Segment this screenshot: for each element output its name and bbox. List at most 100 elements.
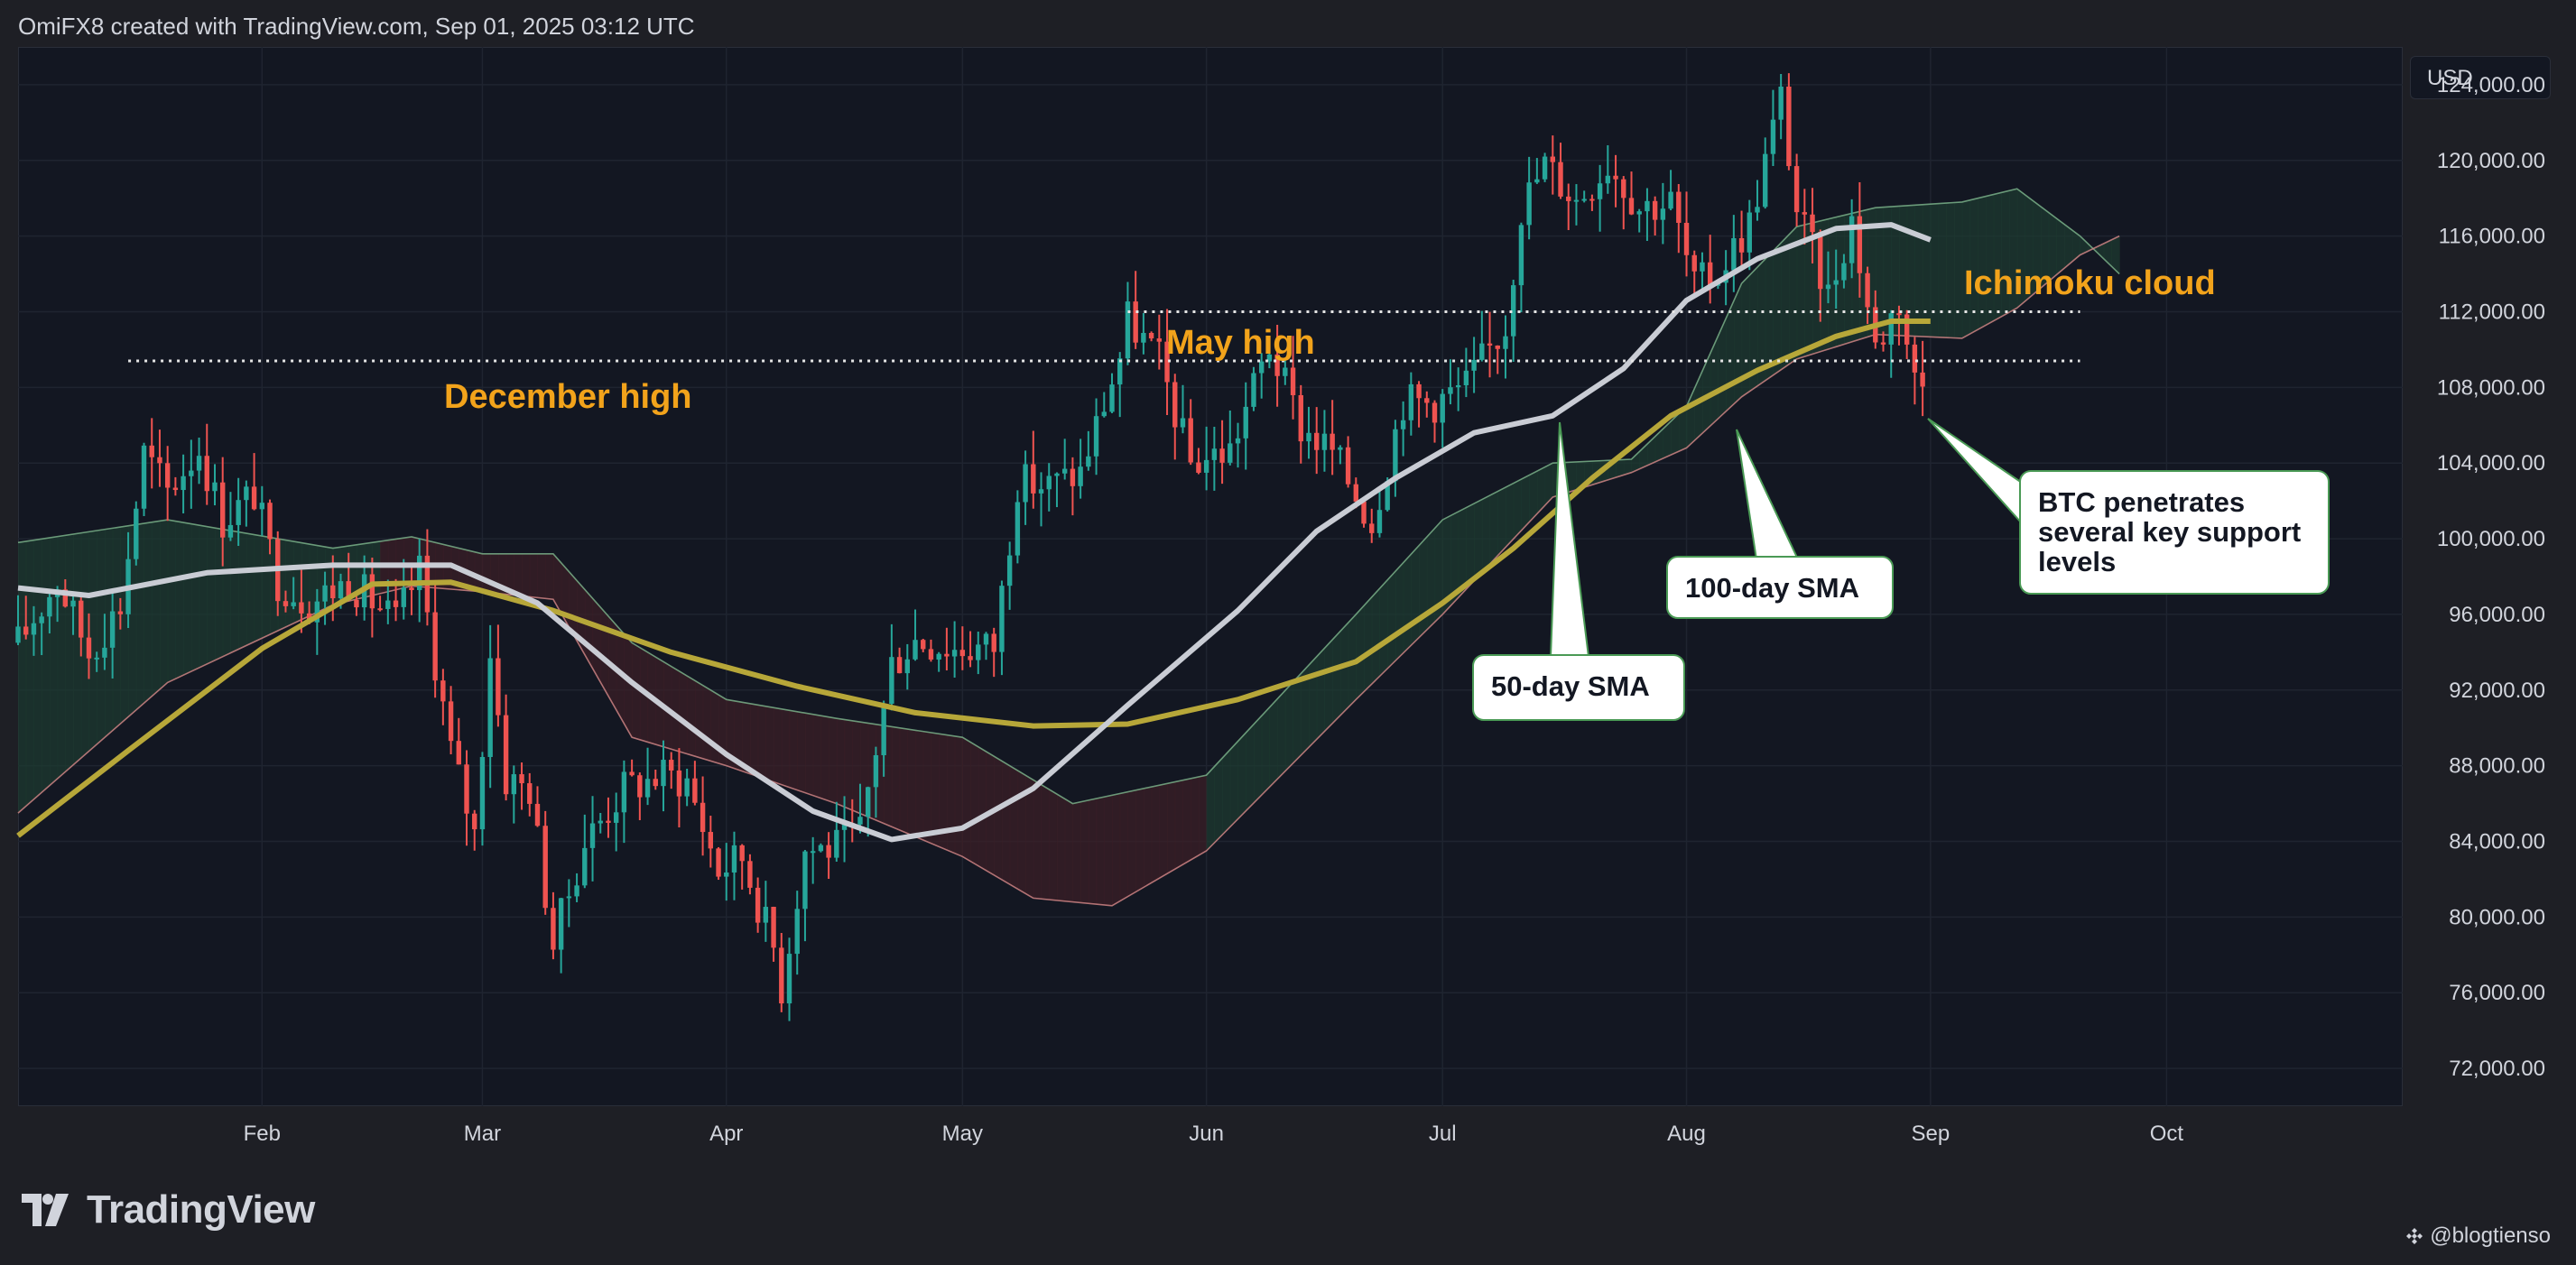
candle-body [1880,342,1886,345]
y-tick-label: 76,000.00 [2449,981,2545,1005]
callout-pointer [1736,429,1800,560]
cloud-segment [765,706,774,782]
candle-body [1700,262,1705,272]
candle-body [739,845,745,862]
candle-body [511,774,517,795]
price-axis[interactable] [2403,47,2562,1106]
cloud-segment [301,542,310,620]
cloud-segment [1301,665,1310,756]
candle-body [1652,200,1658,220]
cloud-segment [18,540,27,814]
cloud-segment [159,520,169,690]
cloud-segment [230,531,239,653]
callout-fill [1475,657,1682,718]
candle-body [440,680,446,702]
candle-body [1786,86,1792,167]
cloud-segment [734,700,743,771]
callout-text: 100-day SMA [1685,572,1859,604]
cloud-segment [561,562,570,627]
cloud-segment [1364,596,1373,692]
brand-name: TradingView [87,1187,315,1232]
y-tick-label: 92,000.00 [2449,679,2545,703]
candle-body [810,851,816,854]
brand[interactable]: TradingView [20,1187,315,1233]
cloud-segment [1293,673,1302,763]
candle-body [1455,384,1461,388]
cloud-segment [190,523,200,672]
cloud-segment [742,702,751,774]
candle-body [818,845,824,852]
cloud-segment [946,734,956,854]
cloud-segment [1757,259,1766,386]
cloud-segment [702,685,711,762]
candle-body [1164,341,1170,383]
cloud-segment [994,756,1003,880]
candle-body [1133,301,1138,343]
cloud-segment [1497,487,1506,556]
candle-body [598,820,603,824]
cloud-segment [1450,512,1459,606]
cloud-segment [852,720,861,814]
cloud-segment [812,714,821,799]
cloud-segment [1324,640,1333,732]
candle-body [865,787,871,817]
credit: @blogtienso [2405,1223,2551,1249]
cloud-segment [694,680,704,759]
currency-selector[interactable]: USD [2410,56,2551,99]
cloud-segment [1214,758,1223,844]
candle-body [1628,198,1635,215]
candle-body [385,600,391,609]
candle-body [1605,175,1611,184]
candle-body [968,656,973,660]
candle-body [1031,464,1036,494]
candle-body [369,574,375,609]
cloud-segment [1631,451,1640,473]
candle-body [1849,216,1855,263]
candle-body [15,626,21,643]
candle-body [802,851,808,910]
cloud-segment [1985,194,1995,326]
cloud-segment [1481,495,1491,573]
candle-body [1393,429,1398,482]
candle-body [1117,358,1123,385]
x-tick-label: Jul [1429,1122,1457,1146]
candle-body [1503,336,1508,349]
candle-body [1086,456,1091,467]
candle-body [1668,191,1673,209]
candle-body [338,581,344,599]
cloud-segment [167,520,176,683]
cloud-segment [1206,766,1215,851]
cloud-segment [1056,794,1066,901]
x-tick-label: Mar [464,1122,501,1146]
candle-body [1109,384,1115,412]
candle-body [1793,166,1800,213]
candle-body [70,600,76,607]
cloud-segment [514,553,523,596]
candle-body [1463,370,1469,385]
cloud-segment [1946,202,1955,338]
cloud-segment [2064,224,2073,269]
candle-body [1266,354,1273,362]
cloud-segment [1119,791,1129,901]
cloud-segment [1222,749,1231,836]
cloud-segment [175,521,184,679]
cloud-segment [1237,733,1246,819]
cloud-segment [529,553,539,598]
binance-diamond-icon [2406,1228,2423,1244]
candle-body [716,848,721,877]
cloud-segment [1701,353,1711,434]
candle-body [172,487,179,491]
candle-body [456,741,461,765]
cloud-segment [1025,775,1034,899]
candle-body [1243,406,1248,439]
candle-body [149,445,154,457]
candle-body [1172,382,1178,428]
candle-body [755,887,761,923]
candle-body [786,954,792,1004]
cloud-segment [663,661,672,750]
candle-body [1818,232,1823,290]
callout-50-day-sma: 50-day SMA [1472,421,1685,721]
candle-body [322,585,328,602]
cloud-segment [1749,267,1758,392]
